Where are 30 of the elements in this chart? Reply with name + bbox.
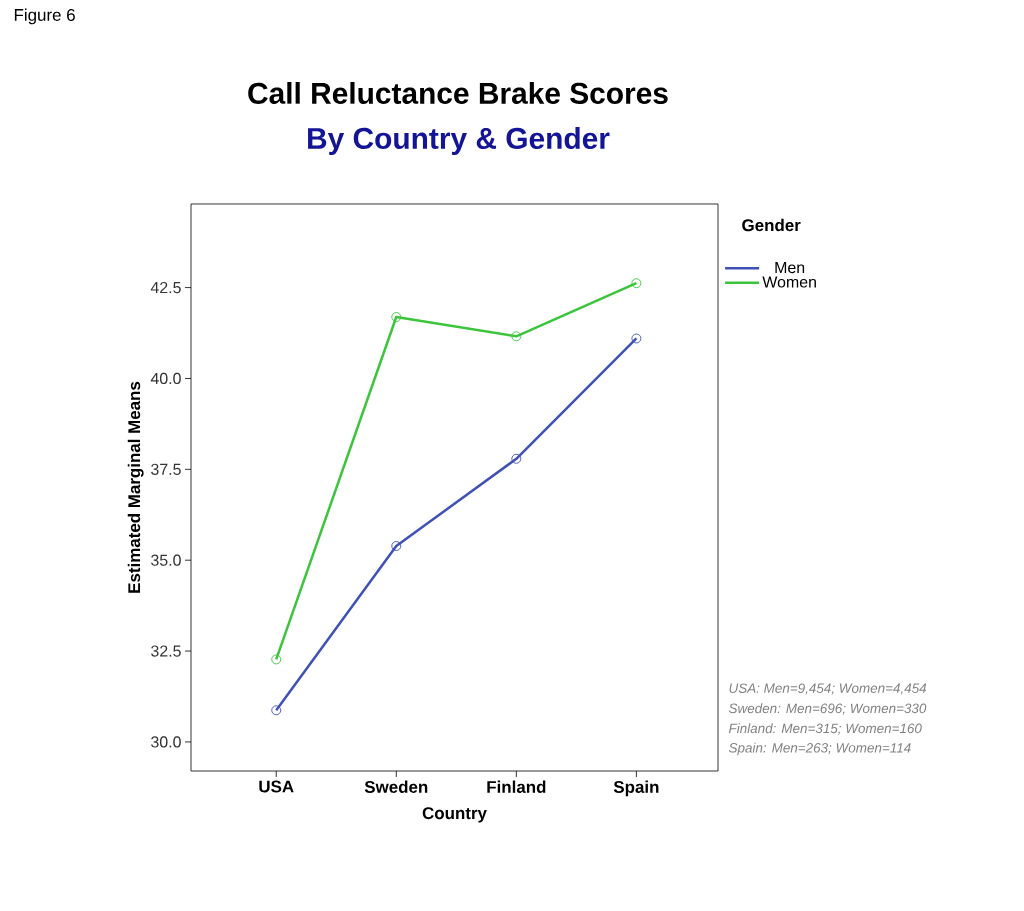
point [391,312,402,322]
y-tick-label: 30.0 [151,736,181,748]
x-axis-title: Country [422,807,487,823]
x-tick-label: Spain [613,780,659,797]
chart-title: Call Reluctance Brake Scores [248,82,668,104]
x-tick-label: USA [259,780,294,793]
y-tick-label: 40.0 [150,372,181,385]
point [511,453,522,464]
caption: Figure 6 [14,8,75,25]
y-tick-label: 35.0 [151,554,181,566]
text: Sweden: Men=696; Women=330 [728,703,927,715]
text: USA: Men=9,454; Women=4,454 [729,683,927,695]
y-tick-label: 32.5 [151,645,181,657]
y-tick-label: 42.5 [150,281,181,294]
text: Spain: Men=263; Women=114 [728,742,911,756]
point [511,331,522,342]
x-tick-label: Sweden [364,780,428,793]
legend-label: Women [762,276,816,288]
y-axis-title: Estimated Marginal Means [127,381,144,593]
chart-subtitle: By Country & Gender [308,127,610,155]
point [391,541,402,551]
y-tick-label: 37.5 [151,463,181,475]
legend-label: Men [775,262,805,274]
point [271,654,282,665]
text: Finland: Men=315; Women=160 [728,723,922,735]
legend-title: Gender [742,218,801,232]
point [271,705,282,716]
point [631,333,642,344]
point [631,278,642,289]
x-tick-label: Finland [487,780,546,793]
